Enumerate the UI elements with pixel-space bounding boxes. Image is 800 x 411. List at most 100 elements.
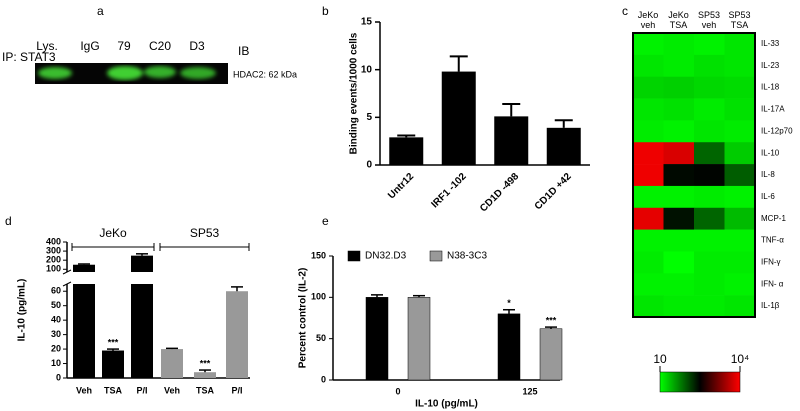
heatmap-cell <box>663 251 695 274</box>
heatmap-cell <box>633 295 664 318</box>
y-tick-label: 50 <box>51 300 61 310</box>
bar <box>407 297 431 381</box>
heatmap-cell <box>633 142 664 165</box>
bar <box>389 137 424 165</box>
x-tick-label: Untr12 <box>386 171 416 201</box>
heatmap-cell <box>724 295 756 318</box>
blot-band: HDAC2: 62 kDa <box>233 69 297 79</box>
bar-upper <box>131 255 153 272</box>
row-label: IL-8 <box>761 170 775 179</box>
heatmap-cell <box>633 164 664 187</box>
bar-upper <box>73 264 95 272</box>
y-axis-label: Percent control (IL-2) <box>298 268 309 369</box>
heatmap-cell <box>694 229 725 252</box>
heatmap-cell <box>663 142 695 165</box>
bar <box>494 116 529 165</box>
heatmap-cell <box>694 76 725 99</box>
colorbar-tick-label: 10 <box>653 352 667 366</box>
column-label: JeKo veh <box>637 10 659 30</box>
heatmap-cell <box>663 54 695 77</box>
y-tick-label: 5 <box>366 112 372 123</box>
column-label: JeKo TSA <box>668 10 689 30</box>
heatmap-cell <box>724 76 756 99</box>
heatmap-cell <box>663 295 695 318</box>
significance: *** <box>546 315 557 325</box>
bar-lower <box>73 284 95 378</box>
heatmap-cell <box>724 207 756 230</box>
x-tick-label: P/I <box>231 385 242 395</box>
x-tick-label: 0 <box>395 386 400 396</box>
heatmap-cell <box>694 54 725 77</box>
blot-bands <box>38 66 216 80</box>
y-tick-label: 150 <box>311 250 326 260</box>
heatmap-cell <box>724 251 756 274</box>
heatmap-cell <box>724 164 756 187</box>
row-label: IL-33 <box>761 39 780 48</box>
band <box>144 66 176 78</box>
bar <box>497 313 521 381</box>
legend-label: N38-3C3 <box>447 251 487 262</box>
y-tick-label: 100 <box>46 264 61 274</box>
significance: *** <box>108 337 119 347</box>
bar <box>226 291 248 378</box>
bar <box>365 297 389 381</box>
heatmap-cell <box>724 273 756 296</box>
x-tick-label: 125 <box>522 386 537 396</box>
row-label: IL-12p70 <box>761 126 793 135</box>
heatmap-cell <box>633 76 664 99</box>
lane-label: Lys. <box>36 39 58 53</box>
heatmap-cell <box>663 207 695 230</box>
row-label: IFN- α <box>761 279 784 288</box>
heatmap-cell <box>633 207 664 230</box>
y-tick-label: 50 <box>316 333 326 343</box>
panel-label: e <box>322 214 329 228</box>
heatmap-cell <box>633 229 664 252</box>
y-tick-label: 100 <box>311 292 326 302</box>
heatmap-border <box>632 32 756 318</box>
row-label: TNF-α <box>761 236 784 245</box>
y-axis-label: IL-10 (pg/mL) <box>17 279 28 342</box>
y-tick-label: 20 <box>51 343 61 353</box>
heatmap-cell <box>724 120 756 143</box>
x-tick-label: Veh <box>76 385 92 395</box>
legend-swatch <box>429 250 443 262</box>
heatmap-cell <box>694 142 725 165</box>
bar <box>102 350 124 378</box>
legend-label: DN32.D3 <box>365 251 407 262</box>
bar <box>546 127 581 165</box>
bar <box>441 71 476 165</box>
heatmap-cell <box>724 54 756 77</box>
y-tick-label: 0 <box>321 374 326 384</box>
row-label: IL-6 <box>761 192 775 201</box>
y-tick-label: 300 <box>46 245 61 255</box>
row-label: IL-10 <box>761 148 780 157</box>
lane-label: C20 <box>149 39 171 53</box>
heatmap-cell <box>724 142 756 165</box>
y-tick-label: 0 <box>366 160 372 171</box>
band <box>180 67 216 79</box>
legend-swatch <box>347 250 361 262</box>
y-tick-label: 10 <box>51 358 61 368</box>
heatmap-cell <box>694 251 725 274</box>
heatmap-cell <box>694 295 725 318</box>
bar <box>161 349 183 378</box>
group-label: JeKo <box>99 226 127 240</box>
x-tick-label: P/I <box>136 385 147 395</box>
axis-break <box>62 269 72 275</box>
heatmap-cell <box>663 33 695 56</box>
heatmap-cell <box>694 164 725 187</box>
bar-lower <box>131 284 153 378</box>
x-tick-label: CD1D -498 <box>478 171 521 214</box>
y-tick-label: 200 <box>46 255 61 265</box>
heatmap-cell <box>694 207 725 230</box>
y-tick-label: 400 <box>46 236 61 246</box>
bar <box>539 328 563 381</box>
blot-title: IP: STAT3 <box>2 50 56 64</box>
y-axis-label: Binding events/1000 cells <box>349 32 360 154</box>
heatmap-cell <box>663 229 695 252</box>
heatmap-cell <box>724 98 756 121</box>
heatmap-cell <box>663 164 695 187</box>
heatmap-cell <box>724 185 756 209</box>
y-tick-label: 60 <box>51 286 61 296</box>
